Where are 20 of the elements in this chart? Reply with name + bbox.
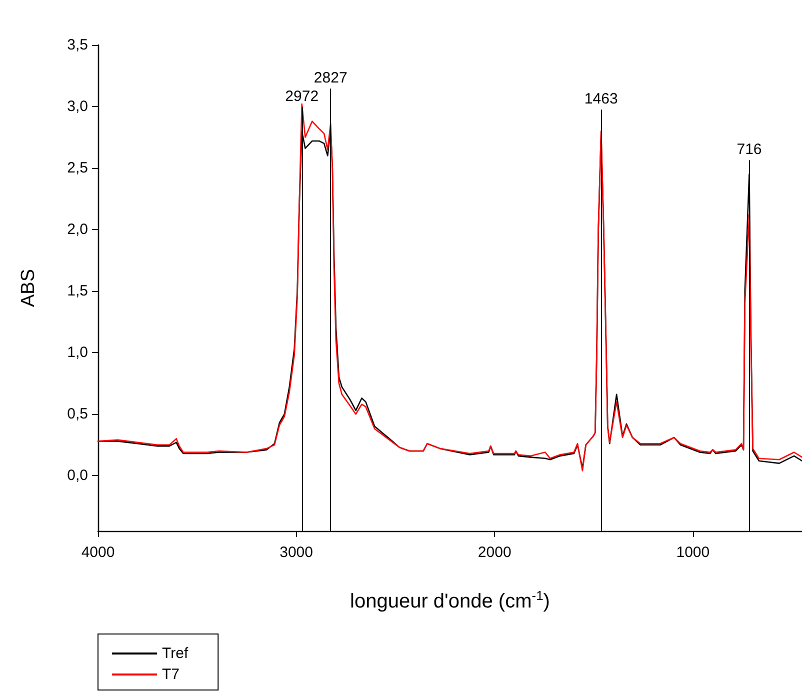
- legend-label: T7: [162, 666, 180, 683]
- y-tick-label: 3,5: [67, 36, 88, 54]
- x-tick-label: 4000: [81, 544, 115, 561]
- y-tick-label: 0,0: [67, 467, 88, 484]
- y-tick-label: 1,0: [67, 344, 88, 362]
- x-tick-label: 2000: [478, 544, 512, 561]
- y-tick-label: 1,5: [67, 282, 88, 300]
- y-tick-label: 2,0: [67, 221, 88, 238]
- annotation: 716: [736, 141, 762, 158]
- x-tick-label: 3000: [280, 544, 313, 561]
- y-axis-title: ABS: [18, 268, 39, 308]
- y-tick-label: 0,5: [67, 406, 88, 423]
- legend-label: Tref: [162, 645, 189, 662]
- annotation: 2972: [285, 88, 319, 106]
- y-tick-label: 2,5: [67, 160, 88, 177]
- y-tick-label: 3,0: [67, 98, 88, 116]
- annotation: 1463: [584, 90, 618, 108]
- annotation: 2827: [314, 70, 348, 87]
- x-axis-title: longueur d'onde (cm$^{-1}$): [349, 588, 551, 614]
- x-tick-label: 1000: [676, 544, 710, 561]
